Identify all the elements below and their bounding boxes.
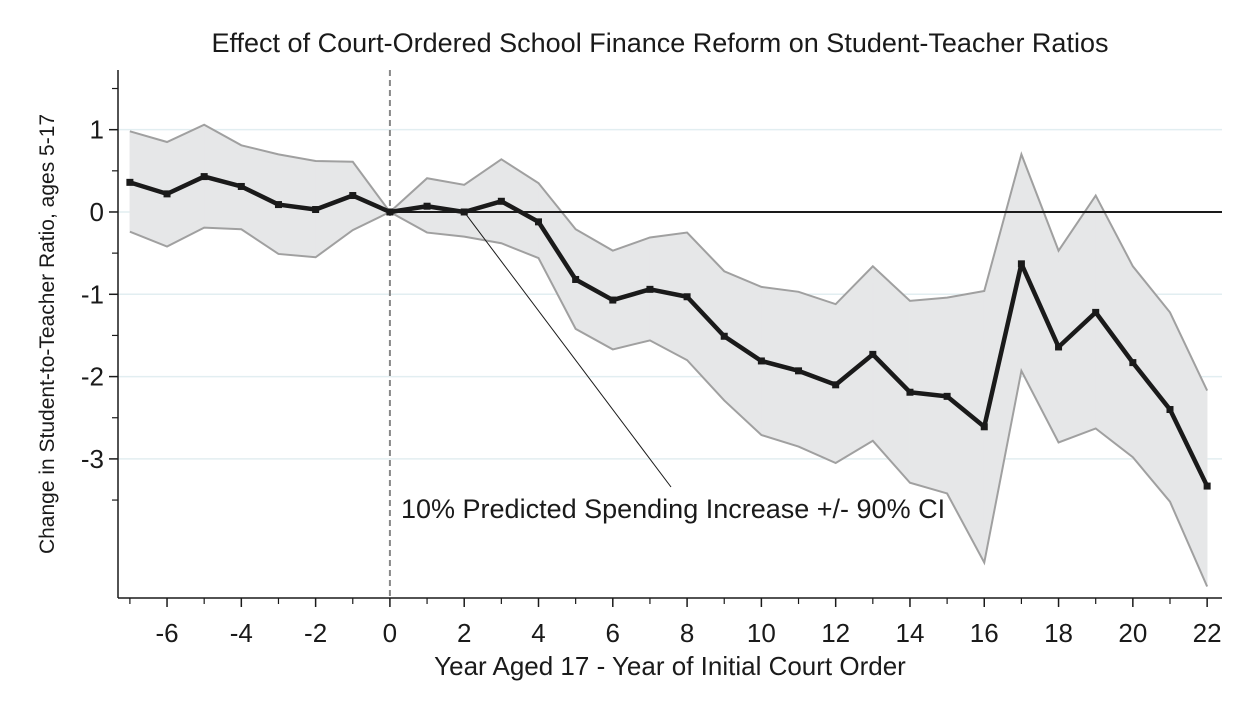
ci-band [946,290,985,563]
point-marker [720,332,728,340]
x-tick-label: 20 [1118,618,1147,648]
point-marker [1092,308,1100,316]
point-marker [1017,260,1025,268]
point-marker [163,190,171,198]
point-marker [572,275,580,283]
x-tick-label: 6 [606,618,620,648]
point-marker [757,357,765,365]
y-tick-label: -2 [81,362,104,392]
y-tick-label: -1 [81,279,104,309]
point-marker [795,367,803,375]
ci-bound [129,123,1209,392]
point-marker [200,173,208,181]
x-tick-label: -4 [230,618,253,648]
ci-band [1095,195,1134,458]
chart-title: Effect of Court-Ordered School Finance R… [212,28,1109,58]
estimate-line [129,174,1210,488]
x-tick-label: -6 [155,618,178,648]
y-tick-label: -3 [81,444,104,474]
ci-band [501,158,539,259]
point-marker [980,423,988,431]
x-tick-label: 0 [383,618,397,648]
ci-band [723,270,762,436]
y-tick-label: 0 [90,197,104,227]
y-tick-label: 1 [90,115,104,145]
point-marker [423,202,431,210]
point-marker [609,296,617,304]
point-marker [237,182,245,190]
ci-band [1021,154,1059,443]
point-marker [832,381,840,389]
x-tick-label: 14 [896,618,925,648]
x-tick-label: 2 [457,618,471,648]
point-marker [906,388,914,396]
point-marker [126,178,134,186]
ci-band [835,265,874,464]
point-marker [386,208,394,216]
point-marker [1129,359,1137,367]
point-marker [1203,482,1211,490]
ci-band [983,154,1022,563]
point-marker [646,285,654,293]
annotation: 10% Predicted Spending Increase +/- 90% … [401,494,945,524]
point-marker [1166,406,1174,414]
x-tick-label: 18 [1044,618,1073,648]
x-tick-label: -2 [304,618,327,648]
point-marker [869,350,877,358]
ci-bound [129,210,1209,587]
x-tick-label: 10 [747,618,776,648]
point-marker [312,206,320,214]
y-axis-label: Change in Student-to-Teacher Ratio, ages… [36,114,59,554]
x-axis-label: Year Aged 17 - Year of Initial Court Ord… [434,651,906,681]
point-marker [943,392,951,400]
point-marker [1055,343,1063,351]
point-marker [274,201,282,209]
x-tick-label: 4 [531,618,545,648]
point-marker [683,293,691,301]
x-tick-label: 8 [680,618,694,648]
x-tick-label: 22 [1193,618,1222,648]
x-tick-label: 16 [970,618,999,648]
point-marker [349,192,357,200]
point-marker [497,197,505,205]
x-tick-label: 12 [821,618,850,648]
annotation-pointer [463,211,672,488]
point-marker [460,208,468,216]
point-marker [535,218,543,226]
